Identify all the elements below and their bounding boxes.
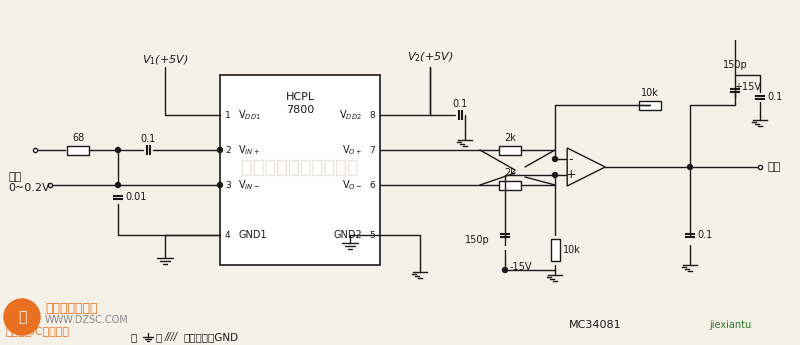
Text: 7800: 7800 — [286, 105, 314, 115]
Circle shape — [553, 157, 558, 161]
Circle shape — [553, 172, 558, 177]
Circle shape — [218, 183, 222, 187]
Circle shape — [502, 267, 507, 273]
Text: 0.1: 0.1 — [140, 134, 156, 144]
Text: 0~0.2V: 0~0.2V — [8, 183, 50, 193]
Text: 150p: 150p — [722, 60, 747, 70]
Bar — [499, 180, 521, 189]
Text: 7: 7 — [370, 146, 375, 155]
Text: 68: 68 — [72, 132, 84, 142]
Bar — [550, 239, 559, 261]
Text: 150p: 150p — [466, 235, 490, 245]
Text: HCPL: HCPL — [286, 92, 314, 102]
Text: $V_1$(+5V): $V_1$(+5V) — [142, 53, 188, 67]
Text: 2: 2 — [225, 146, 230, 155]
Text: 输出: 输出 — [768, 162, 782, 172]
Text: 与: 与 — [130, 332, 136, 342]
Bar — [499, 146, 521, 155]
Text: 0.1: 0.1 — [767, 92, 782, 102]
Text: 4: 4 — [225, 230, 230, 239]
Text: 5: 5 — [370, 230, 375, 239]
Bar — [67, 146, 89, 155]
Text: jiexiantu: jiexiantu — [709, 320, 751, 330]
Text: 杭州将睿科技有限公司: 杭州将睿科技有限公司 — [242, 158, 358, 177]
Text: 与: 与 — [155, 332, 162, 342]
Circle shape — [115, 148, 121, 152]
Text: GND1: GND1 — [238, 230, 266, 240]
Text: GND2: GND2 — [334, 230, 362, 240]
Text: 10k: 10k — [562, 245, 580, 255]
Circle shape — [4, 299, 40, 335]
Circle shape — [218, 148, 222, 152]
Bar — [220, 75, 380, 265]
Text: 2k: 2k — [504, 132, 516, 142]
Text: MC34081: MC34081 — [569, 320, 622, 330]
Text: +15V: +15V — [734, 82, 762, 92]
Text: +: + — [566, 168, 576, 181]
Text: V$_{DD1}$: V$_{DD1}$ — [238, 108, 261, 122]
Text: 3: 3 — [225, 180, 230, 189]
Text: V$_{IN-}$: V$_{IN-}$ — [238, 178, 260, 192]
Text: 0.01: 0.01 — [125, 192, 146, 202]
Text: -: - — [569, 153, 574, 166]
Text: 1: 1 — [225, 110, 230, 119]
Text: 0.1: 0.1 — [452, 99, 468, 109]
Circle shape — [687, 165, 693, 169]
Text: -15V: -15V — [510, 262, 533, 272]
Text: 0.1: 0.1 — [697, 230, 712, 240]
Text: 全球最大IC采购网站: 全球最大IC采购网站 — [5, 326, 69, 336]
Text: 输入: 输入 — [8, 172, 22, 182]
Text: 6: 6 — [370, 180, 375, 189]
Text: $V_2$(+5V): $V_2$(+5V) — [406, 50, 454, 64]
Text: 8: 8 — [370, 110, 375, 119]
Text: V$_{O-}$: V$_{O-}$ — [342, 178, 362, 192]
Bar — [639, 100, 661, 109]
Text: 表示不同的GND: 表示不同的GND — [183, 332, 238, 342]
Text: 10k: 10k — [641, 88, 659, 98]
Text: ////: //// — [165, 332, 178, 342]
Text: 2k: 2k — [504, 168, 516, 177]
Text: V$_{DD2}$: V$_{DD2}$ — [339, 108, 362, 122]
Text: 维: 维 — [18, 310, 26, 324]
Text: WWW.DZSC.COM: WWW.DZSC.COM — [45, 315, 129, 325]
Text: 维库电子市场网: 维库电子市场网 — [45, 303, 98, 315]
Text: V$_{IN+}$: V$_{IN+}$ — [238, 143, 260, 157]
Circle shape — [115, 183, 121, 187]
Text: V$_{O+}$: V$_{O+}$ — [342, 143, 362, 157]
